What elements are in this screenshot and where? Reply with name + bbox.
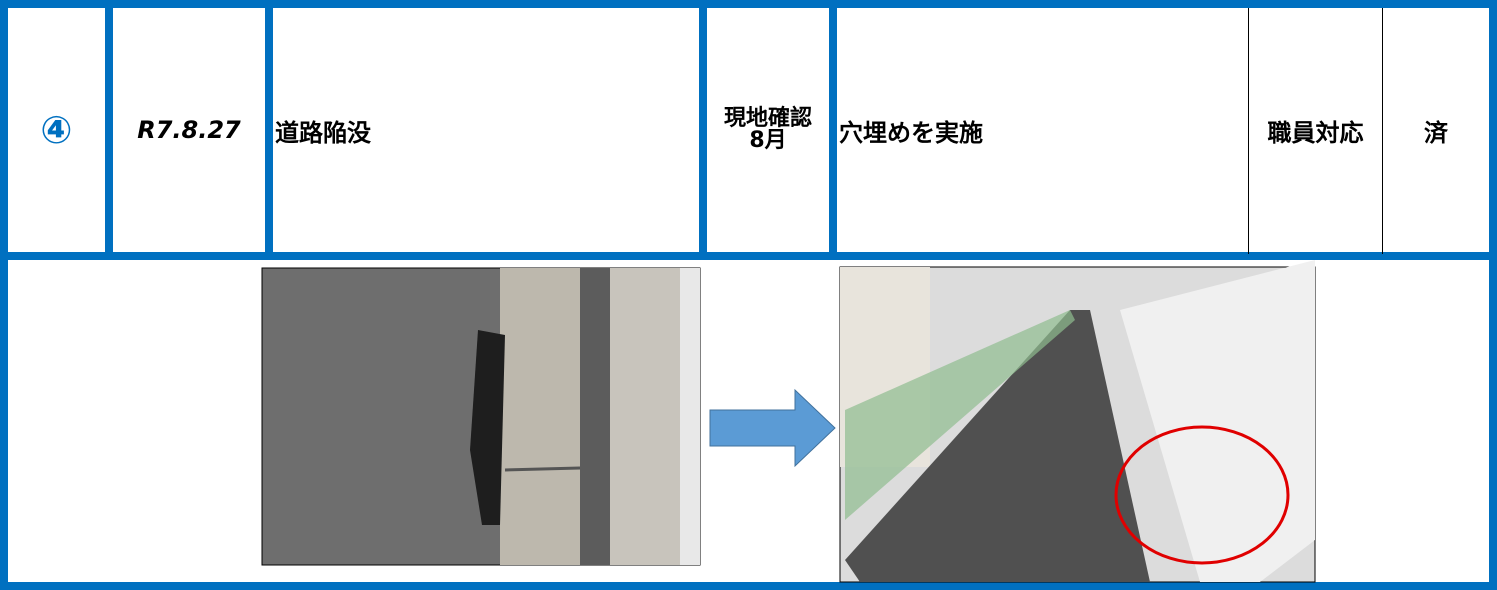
- issue: 道路陥没: [275, 118, 371, 147]
- arrow: [709, 388, 836, 468]
- border: [0, 582, 1497, 590]
- border: [829, 0, 837, 258]
- action: 穴埋めを実施: [839, 118, 983, 147]
- border: [1489, 0, 1497, 590]
- photo-before: [261, 267, 701, 566]
- border: [0, 0, 1497, 8]
- status-cell: 現地確認 8月: [707, 8, 829, 252]
- border: [0, 0, 8, 590]
- border: [0, 252, 1497, 260]
- item-number: ④: [40, 108, 73, 152]
- border: [1382, 8, 1383, 254]
- date: R7.8.27: [137, 116, 241, 144]
- done: 済: [1424, 118, 1448, 147]
- border: [265, 0, 273, 258]
- handler: 職員対応: [1267, 118, 1364, 147]
- photo-after: [839, 260, 1316, 583]
- border: [105, 0, 113, 258]
- status: 現地確認: [723, 106, 812, 131]
- border: [699, 0, 707, 258]
- border: [1248, 8, 1249, 254]
- month: 8月: [749, 128, 787, 153]
